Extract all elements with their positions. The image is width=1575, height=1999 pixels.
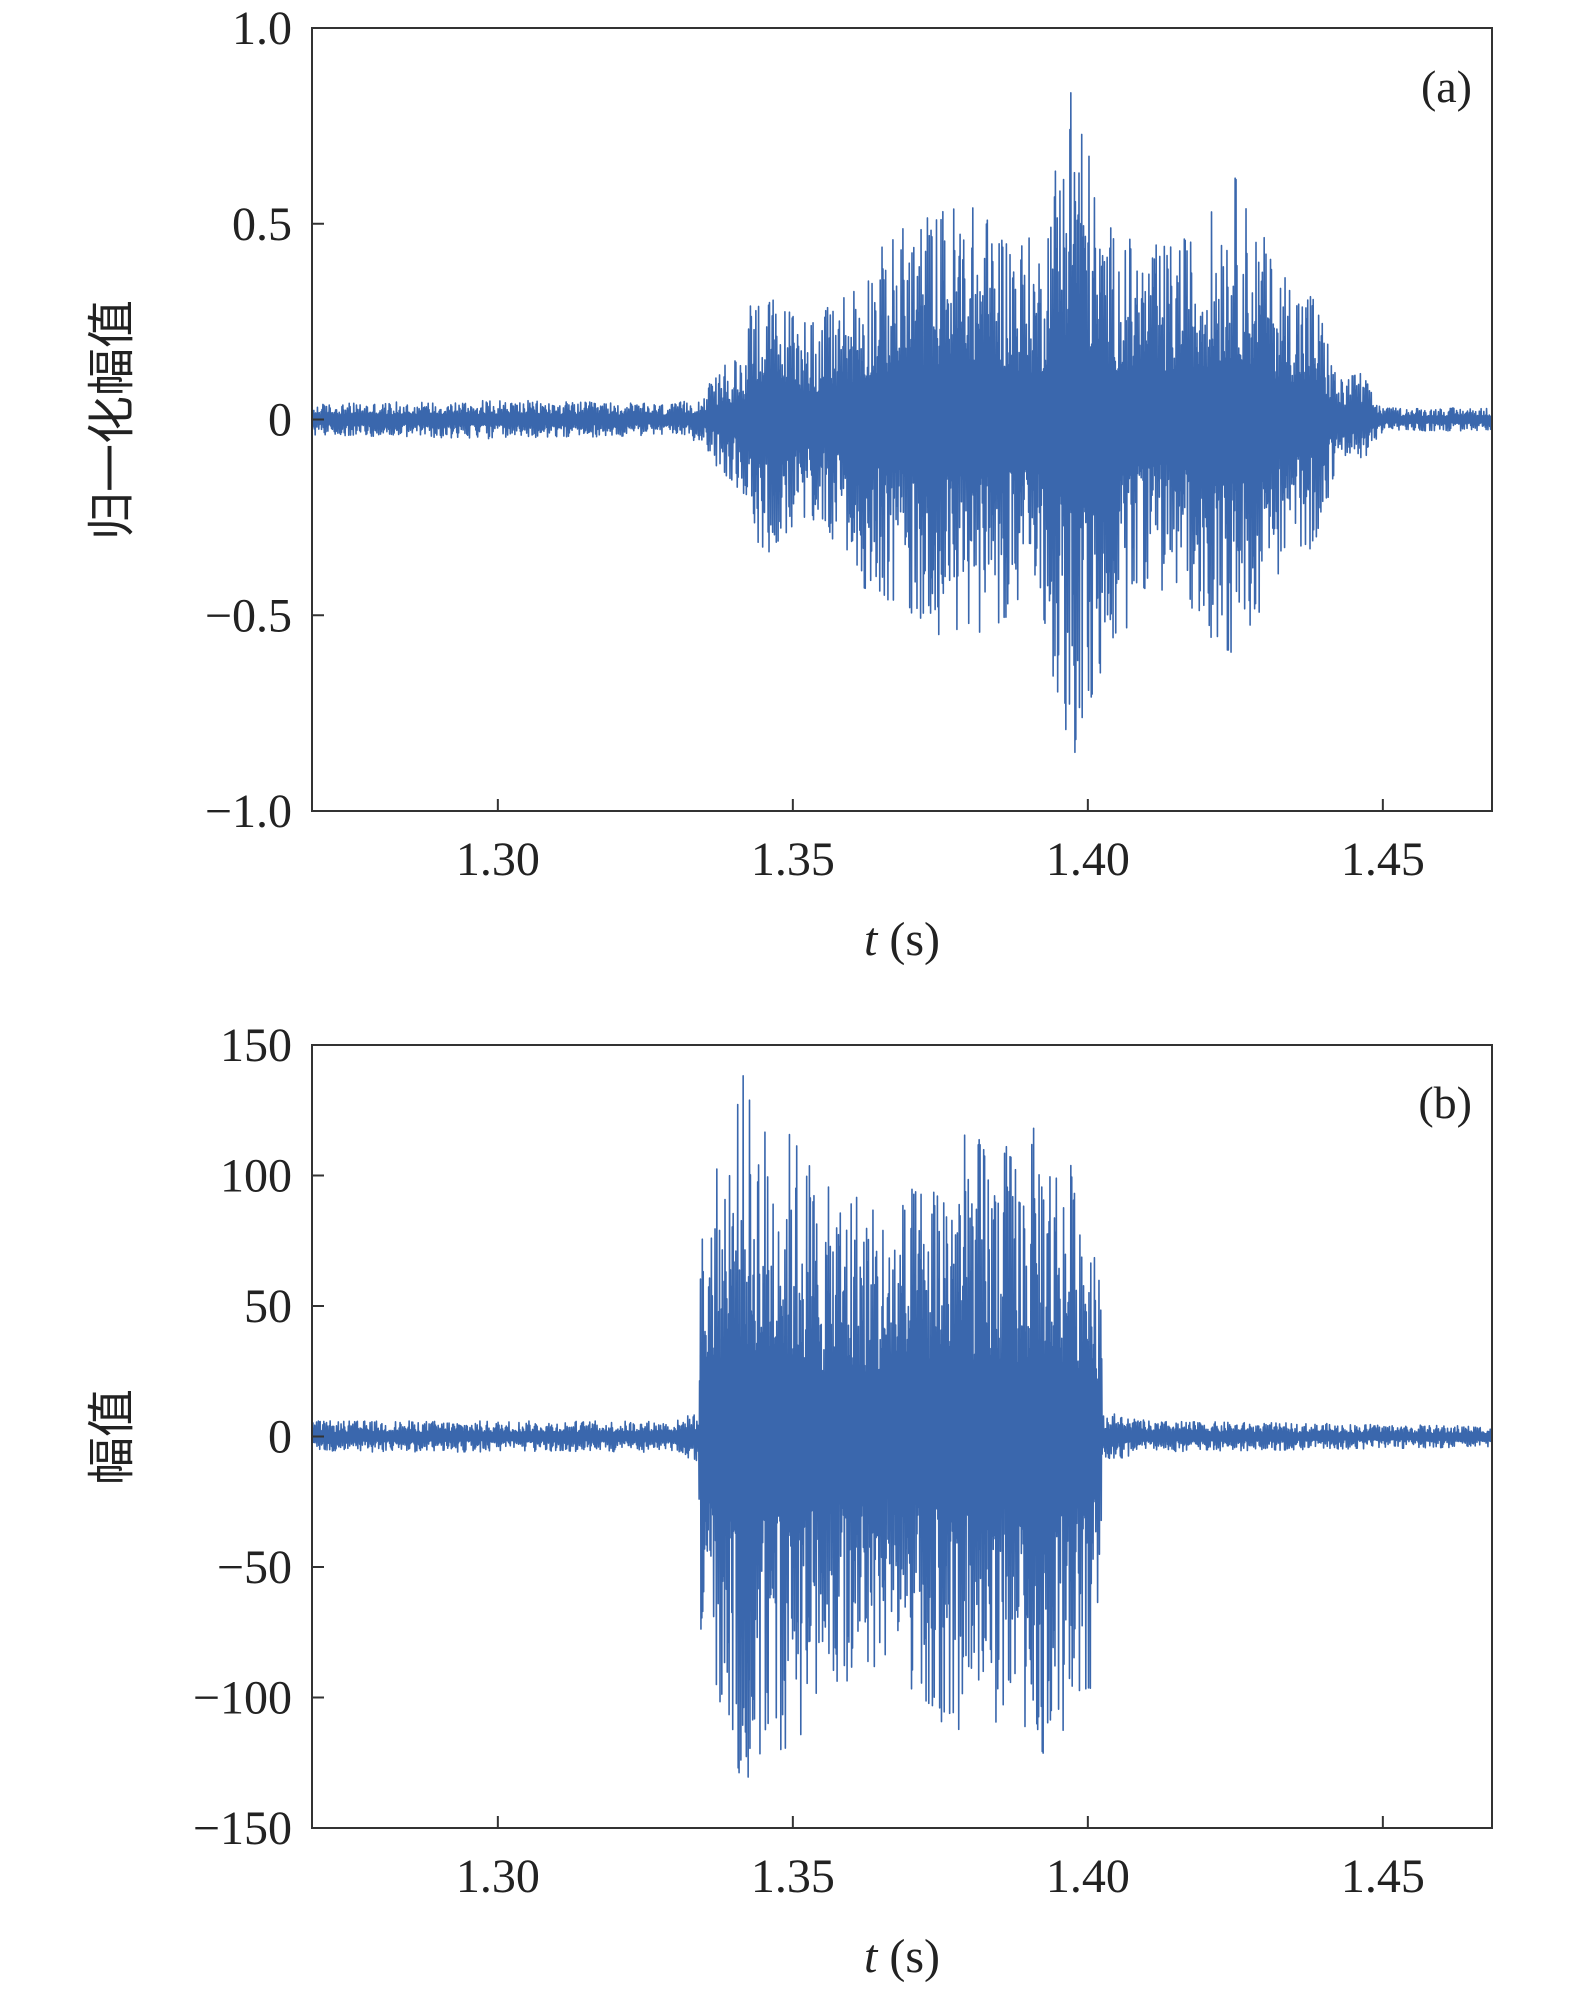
panel-a-x-tick-label: 1.40 <box>1046 833 1130 886</box>
panel-a-x-axis-variable: t <box>864 913 879 966</box>
panel-a-x-tick-label: 1.30 <box>456 833 540 886</box>
panel-a-y-axis: 1.0 0.5 0 −0.5 −1.0 <box>205 2 324 838</box>
panel-b-y-tick-label: 150 <box>220 1019 292 1072</box>
panel-a-x-tick-label: 1.45 <box>1341 833 1425 886</box>
panel-a-y-tick-label: 0.5 <box>232 198 292 251</box>
panel-a-x-axis: 1.30 1.35 1.40 1.45 <box>456 799 1425 886</box>
panel-b-x-tick-label: 1.45 <box>1341 1850 1425 1903</box>
panel-b-x-axis-title: t (s) <box>864 1930 940 1983</box>
panel-b-x-tick-label: 1.30 <box>456 1850 540 1903</box>
panel-b-y-tick-label: −150 <box>193 1802 292 1855</box>
panel-a-x-tick-label: 1.35 <box>751 833 835 886</box>
panel-a: 1.0 0.5 0 −0.5 −1.0 1.30 1.35 1.40 1.45 (a) 归一化… <box>86 2 1493 966</box>
panel-b-x-axis: 1.30 1.35 1.40 1.45 <box>456 1816 1425 1903</box>
panel-b-x-axis-unit: (s) <box>889 1930 940 1983</box>
panel-a-series <box>311 92 1493 754</box>
panel-b-y-tick-label: −100 <box>193 1672 292 1725</box>
panel-a-x-axis-unit: (s) <box>889 913 940 966</box>
panel-a-y-tick-label: 1.0 <box>232 2 292 55</box>
panel-b: 150 100 50 0 −50 −100 −150 1.30 1.35 1.40 1.45 (b… <box>86 1019 1493 1983</box>
panel-a-y-axis-title: 归一化幅值 <box>86 300 139 540</box>
panel-b-signal-trace <box>311 1075 1493 1778</box>
panel-b-label: (b) <box>1418 1077 1472 1128</box>
panel-b-series <box>311 1075 1493 1778</box>
panel-b-y-tick-label: −50 <box>217 1541 292 1594</box>
panel-b-y-tick-label: 100 <box>220 1150 292 1203</box>
panel-b-y-tick-label: 0 <box>268 1411 292 1464</box>
panel-a-label: (a) <box>1421 61 1472 112</box>
panel-b-y-axis-title: 幅值 <box>86 1389 139 1485</box>
panel-a-y-tick-label: −1.0 <box>205 785 292 838</box>
panel-a-signal-trace <box>311 92 1493 754</box>
panel-b-y-tick-label: 50 <box>244 1280 292 1333</box>
panel-a-x-axis-title: t (s) <box>864 913 940 966</box>
panel-b-x-axis-variable: t <box>864 1930 879 1983</box>
panel-a-y-tick-label: −0.5 <box>205 589 292 642</box>
panel-a-y-tick-label: 0 <box>268 394 292 447</box>
panel-b-x-tick-label: 1.40 <box>1046 1850 1130 1903</box>
panel-b-x-tick-label: 1.35 <box>751 1850 835 1903</box>
panel-b-y-axis: 150 100 50 0 −50 −100 −150 <box>193 1019 324 1855</box>
